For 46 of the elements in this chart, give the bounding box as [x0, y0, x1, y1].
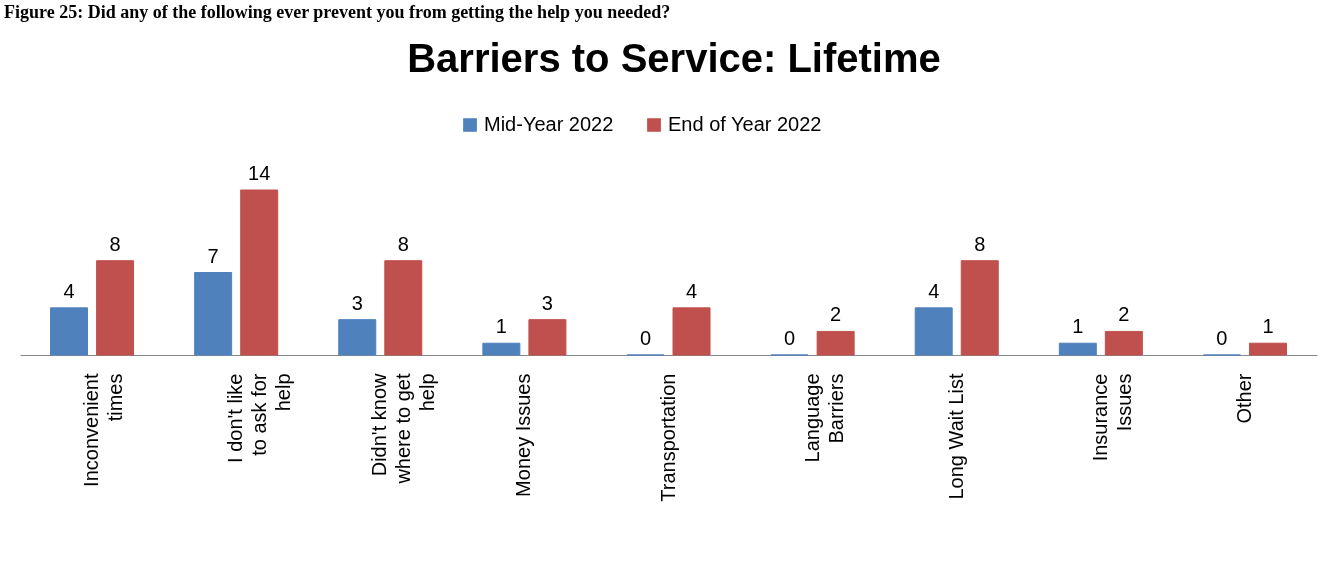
data-label: 3	[351, 291, 363, 314]
data-label: 0	[784, 327, 796, 349]
bar	[1058, 342, 1097, 356]
x-tick-label: Inconvenient times	[80, 373, 127, 487]
x-tick-label: Transportation	[656, 373, 679, 502]
bar	[338, 319, 377, 356]
x-tick-label: Money Issues	[512, 373, 535, 497]
x-tick-label: Didn't know where to get help	[368, 372, 439, 485]
x-tick-label: I don't like to ask for help	[224, 373, 295, 463]
data-label: 8	[397, 232, 409, 255]
data-label: 4	[63, 279, 75, 302]
x-tick-label: Insurance Issues	[1088, 373, 1135, 462]
chart-title: Barriers to Service: Lifetime	[407, 36, 941, 80]
bar	[384, 260, 423, 356]
x-tick-label: Language Barriers	[800, 373, 847, 463]
bar	[960, 260, 999, 356]
legend-label: Mid-Year 2022	[484, 113, 614, 135]
data-label: 0	[639, 327, 652, 349]
data-label: 1	[495, 315, 507, 338]
data-label: 8	[974, 232, 986, 255]
legend-label: End of Year 2022	[668, 113, 822, 135]
bar	[50, 307, 89, 356]
bar	[482, 342, 521, 356]
bar	[1248, 342, 1287, 356]
data-label: 3	[541, 291, 553, 314]
data-label: 2	[830, 303, 842, 326]
x-tick-label: Long Wait List	[944, 373, 967, 500]
bar	[672, 307, 711, 356]
bar	[240, 189, 279, 356]
bar	[816, 330, 855, 356]
bar	[194, 272, 233, 356]
bar	[96, 260, 135, 356]
data-label: 4	[928, 279, 940, 302]
data-label: 7	[207, 244, 219, 267]
bar	[1104, 330, 1143, 356]
x-tick-label: Other	[1232, 373, 1255, 424]
data-label: 14	[248, 162, 271, 184]
caption: Figure 25: Did any of the following ever prevent you from getting the help you needed?	[4, 2, 671, 22]
bar	[528, 319, 567, 356]
bar	[914, 307, 953, 356]
data-label: 2	[1118, 303, 1130, 326]
data-label: 4	[685, 279, 698, 302]
data-label: 1	[1072, 315, 1084, 338]
data-label: 0	[1216, 327, 1228, 349]
data-label: 1	[1262, 315, 1274, 338]
data-label: 8	[109, 232, 121, 255]
